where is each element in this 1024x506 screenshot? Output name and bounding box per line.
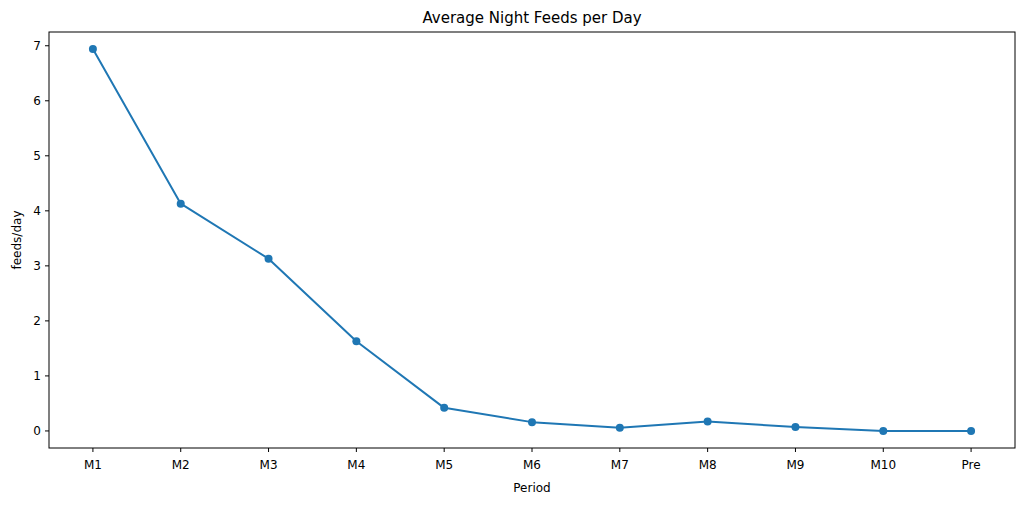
x-tick-label: M2 xyxy=(172,458,190,472)
y-tick-label: 6 xyxy=(33,94,41,108)
plot-border xyxy=(49,32,1015,448)
data-point-marker xyxy=(791,423,799,431)
x-tick-label: Pre xyxy=(962,458,981,472)
y-tick-label: 5 xyxy=(33,149,41,163)
data-point-marker xyxy=(89,45,97,53)
x-tick-label: M5 xyxy=(435,458,453,472)
data-point-marker xyxy=(704,418,712,426)
data-point-marker xyxy=(352,337,360,345)
y-tick-label: 1 xyxy=(33,369,41,383)
y-tick-label: 3 xyxy=(33,259,41,273)
data-point-marker xyxy=(879,427,887,435)
data-point-marker xyxy=(265,255,273,263)
y-axis-label: feeds/day xyxy=(10,211,24,270)
x-tick-label: M9 xyxy=(786,458,804,472)
figure: Average Night Feeds per Day 01234567M1M2… xyxy=(0,0,1024,506)
x-tick-label: M1 xyxy=(84,458,102,472)
x-tick-label: M8 xyxy=(699,458,717,472)
plot-svg: 0 1 2 3 4 5 6 7 M1 M2 M3 M4 M5 M6 M7 M8 M9 M10 Pre xyxy=(0,0,1024,506)
line-series xyxy=(93,49,971,431)
x-tick-label: M6 xyxy=(523,458,541,472)
y-tick-label: 2 xyxy=(33,314,41,328)
data-point-marker xyxy=(440,404,448,412)
x-tick-label: M4 xyxy=(347,458,365,472)
y-tick-label: 7 xyxy=(33,39,41,53)
y-tick-label: 0 xyxy=(33,424,41,438)
x-axis-label: Period xyxy=(49,481,1015,495)
x-tick-label: M10 xyxy=(870,458,896,472)
x-tick-label: M7 xyxy=(611,458,629,472)
x-tick-label: M3 xyxy=(260,458,278,472)
data-point-marker xyxy=(528,418,536,426)
data-point-marker xyxy=(967,427,975,435)
data-point-marker xyxy=(177,200,185,208)
y-tick-label: 4 xyxy=(33,204,41,218)
data-point-marker xyxy=(616,424,624,432)
